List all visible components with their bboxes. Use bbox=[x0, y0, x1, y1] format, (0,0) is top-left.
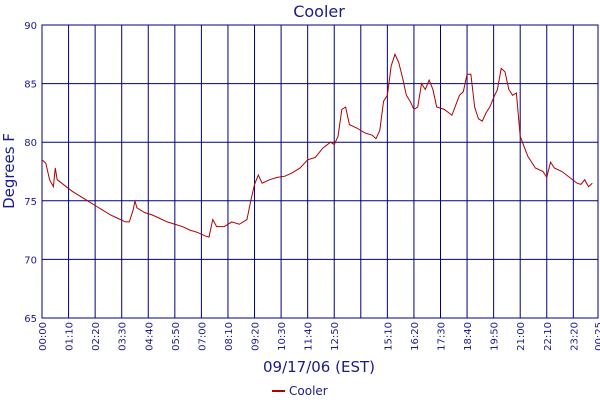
x-tick-label: 11:40 bbox=[304, 322, 315, 351]
y-tick-label: 80 bbox=[24, 138, 37, 149]
x-tick-label: 22:10 bbox=[543, 322, 554, 351]
y-tick-label: 65 bbox=[24, 314, 37, 325]
x-tick-label: 17:30 bbox=[436, 322, 447, 351]
x-tick-label: 08:10 bbox=[224, 322, 235, 351]
chart-title: Cooler bbox=[293, 2, 345, 21]
x-tick-label: 03:30 bbox=[118, 322, 129, 351]
y-tick-label: 85 bbox=[24, 80, 37, 91]
y-tick-label: 90 bbox=[24, 21, 37, 32]
x-axis-label: 09/17/06 (EST) bbox=[263, 358, 375, 376]
x-tick-label: 10:30 bbox=[277, 322, 288, 351]
x-tick-label: 07:00 bbox=[197, 322, 208, 351]
x-tick-label: 09:20 bbox=[251, 322, 262, 351]
plot-area bbox=[41, 24, 599, 319]
x-tick-label: 15:10 bbox=[383, 322, 394, 351]
y-tick-label: 70 bbox=[24, 255, 37, 266]
x-tick-label: 05:50 bbox=[171, 322, 182, 351]
x-tick-label: 00:25 bbox=[594, 322, 600, 351]
legend-label: Cooler bbox=[289, 384, 328, 398]
x-tick-label: 21:00 bbox=[516, 322, 527, 351]
data-line bbox=[41, 52, 593, 238]
x-tick-label: 16:20 bbox=[410, 322, 421, 351]
x-tick-label: 02:20 bbox=[91, 322, 102, 351]
x-tick-label: 19:50 bbox=[490, 322, 501, 351]
x-tick-label: 01:10 bbox=[65, 322, 76, 351]
x-tick-label: 18:40 bbox=[463, 322, 474, 351]
x-tick-label: 04:40 bbox=[144, 322, 155, 351]
x-tick-label: 23:20 bbox=[569, 322, 580, 351]
y-tick-label: 75 bbox=[24, 197, 37, 208]
x-tick-label: 00:00 bbox=[38, 322, 49, 351]
x-tick-label: 12:50 bbox=[330, 322, 341, 351]
y-axis-label: Degrees F bbox=[0, 133, 18, 209]
